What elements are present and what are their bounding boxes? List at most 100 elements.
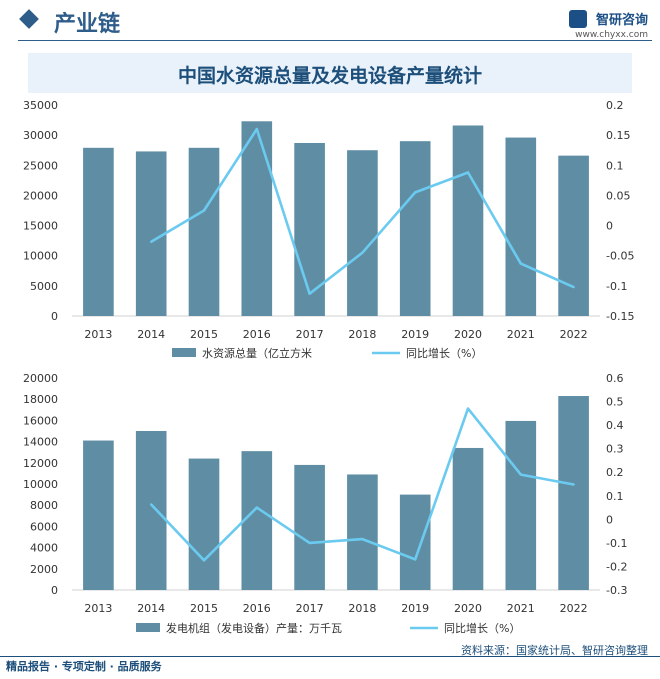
section-title: 产业链 xyxy=(54,12,121,37)
main-title: 中国水资源总量及发电设备产量统计 xyxy=(177,65,482,87)
growth-point xyxy=(150,503,153,506)
right-tick-label: -0.2 xyxy=(606,560,627,573)
left-tick-label: 0 xyxy=(51,310,58,323)
right-tick-label: 0.6 xyxy=(606,372,624,385)
growth-point xyxy=(414,558,417,561)
x-tick-label: 2013 xyxy=(84,602,112,615)
left-tick-label: 20000 xyxy=(23,372,58,385)
left-tick-label: 8000 xyxy=(30,499,58,512)
x-tick-label: 2015 xyxy=(190,328,218,341)
right-tick-label: -0.3 xyxy=(606,584,627,597)
growth-point xyxy=(361,251,364,254)
left-tick-label: 35000 xyxy=(23,99,58,112)
growth-point xyxy=(466,171,470,174)
x-tick-label: 2019 xyxy=(401,602,429,615)
legend-line-label: 同比增长（%） xyxy=(406,346,482,360)
legend-bar-label: 水资源总量（亿立方米 xyxy=(202,346,312,360)
left-tick-label: 12000 xyxy=(23,457,58,470)
x-tick-label: 2021 xyxy=(507,602,535,615)
bar xyxy=(505,420,537,590)
legend-bar-swatch xyxy=(172,348,196,357)
x-tick-label: 2017 xyxy=(296,602,324,615)
left-tick-label: 18000 xyxy=(23,393,58,406)
left-tick-label: 20000 xyxy=(23,189,58,202)
right-tick-label: 0.1 xyxy=(606,159,624,172)
right-tick-label: -0.1 xyxy=(606,537,627,550)
x-tick-label: 2020 xyxy=(454,602,482,615)
left-tick-label: 5000 xyxy=(30,280,58,293)
growth-point xyxy=(361,537,364,541)
growth-point xyxy=(308,541,311,545)
x-tick-label: 2021 xyxy=(507,328,535,341)
x-tick-label: 2016 xyxy=(243,328,271,341)
bar xyxy=(399,494,431,590)
growth-point xyxy=(255,506,258,509)
bar xyxy=(83,147,114,316)
right-tick-label: 0.3 xyxy=(606,443,624,456)
bar xyxy=(558,155,589,316)
x-tick-label: 2022 xyxy=(560,602,588,615)
right-tick-label: 0 xyxy=(606,513,613,526)
right-tick-label: 0.15 xyxy=(606,129,631,142)
header-divider xyxy=(18,40,652,41)
left-tick-label: 10000 xyxy=(23,478,58,491)
left-tick-label: 16000 xyxy=(23,414,58,427)
growth-point xyxy=(466,407,470,410)
left-tick-label: 6000 xyxy=(30,520,58,533)
brand-name: 智研咨询 xyxy=(595,13,648,28)
legend-line-label: 同比增长（%） xyxy=(444,621,520,635)
x-tick-label: 2019 xyxy=(401,328,429,341)
bar xyxy=(452,447,484,590)
left-tick-label: 2000 xyxy=(30,563,58,576)
left-tick-label: 30000 xyxy=(23,129,58,142)
left-tick-label: 4000 xyxy=(30,542,58,555)
x-tick-label: 2014 xyxy=(137,328,165,341)
bar xyxy=(294,464,325,590)
right-tick-label: 0.4 xyxy=(606,419,624,432)
growth-point xyxy=(150,240,153,244)
left-tick-label: 14000 xyxy=(23,436,58,449)
right-tick-label: 0.1 xyxy=(606,490,624,503)
bar xyxy=(399,141,431,316)
right-tick-label: -0.05 xyxy=(606,250,634,263)
growth-point xyxy=(572,285,575,289)
bar xyxy=(452,125,484,316)
growth-point xyxy=(202,209,206,212)
brand-url: www.chyxx.com xyxy=(575,30,648,40)
bar xyxy=(505,137,537,316)
growth-point xyxy=(414,191,417,194)
right-tick-label: -0.15 xyxy=(606,310,634,323)
legend: 发电机组（发电设备）产量：万千瓦 同比增长（%） xyxy=(136,621,520,635)
x-tick-label: 2016 xyxy=(243,602,271,615)
x-tick-label: 2014 xyxy=(137,602,165,615)
left-tick-label: 10000 xyxy=(23,250,58,263)
right-tick-label: 0.2 xyxy=(606,99,624,112)
growth-point xyxy=(572,483,575,486)
bar xyxy=(135,431,167,590)
legend: 水资源总量（亿立方米 同比增长（%） xyxy=(172,346,482,360)
brand-logo-icon xyxy=(568,9,587,28)
growth-point xyxy=(202,559,206,562)
bar xyxy=(188,147,220,316)
chart-2: 0 2000 4000 6000 8000 10000 12000 14000 16000 180… xyxy=(23,372,627,635)
brand: 智研咨询 www.chyxx.com xyxy=(568,8,648,40)
chart-1: 0 5000 10000 15000 20000 25000 30000 35000 -0.15… xyxy=(23,99,634,360)
x-tick-label: 2020 xyxy=(454,328,482,341)
bar xyxy=(347,474,378,590)
x-tick-label: 2018 xyxy=(348,328,376,341)
footer: 资料来源：国家统计局、智研咨询整理 精品报告 · 专项定制 · 品质服务 xyxy=(0,644,660,679)
right-tick-label: 0.05 xyxy=(606,189,631,202)
bar xyxy=(347,150,378,316)
x-tick-label: 2022 xyxy=(560,328,588,341)
footer-tagline: 精品报告 · 专项定制 · 品质服务 xyxy=(6,660,162,673)
x-tick-label: 2018 xyxy=(348,602,376,615)
x-tick-label: 2013 xyxy=(84,328,112,341)
legend-bar-swatch xyxy=(136,623,160,632)
growth-point xyxy=(519,473,522,476)
bar xyxy=(83,440,114,590)
growth-point xyxy=(519,262,522,265)
x-tick-label: 2015 xyxy=(190,602,218,615)
right-tick-label: 0.5 xyxy=(606,396,624,409)
legend-bar-label: 发电机组（发电设备）产量：万千瓦 xyxy=(166,621,342,635)
